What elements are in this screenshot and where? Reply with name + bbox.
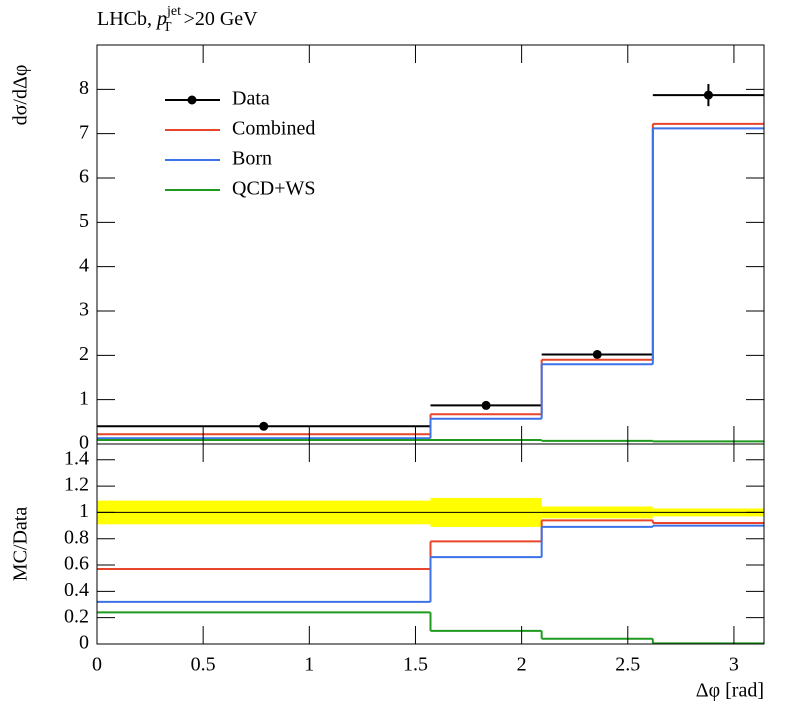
y-tick-label: 1 xyxy=(79,387,89,409)
data-point xyxy=(592,349,602,359)
y-tick-label: 0.8 xyxy=(64,526,89,548)
y-tick-label: 0.2 xyxy=(64,605,89,627)
legend-label: QCD+WS xyxy=(232,178,316,200)
x-tick-label: 0.5 xyxy=(191,654,216,676)
data-point xyxy=(481,400,491,410)
y-tick-label: 0 xyxy=(79,632,89,654)
y-tick-label: 4 xyxy=(79,254,89,276)
x-tick-label: 0 xyxy=(92,654,102,676)
frame xyxy=(96,443,765,645)
y-tick-label: 2 xyxy=(79,343,89,365)
y-tick-label: 0.4 xyxy=(64,579,89,601)
x-tick-label: 3 xyxy=(729,654,739,676)
y-tick-label: 3 xyxy=(79,299,89,321)
y-tick-label: 1.2 xyxy=(64,474,89,496)
title-part: LHCb, xyxy=(97,8,157,30)
y-tick-label: 1 xyxy=(79,500,89,522)
y-tick-label: 0.6 xyxy=(64,553,89,575)
y-tick-label: 5 xyxy=(79,210,89,232)
x-tick-label: 1 xyxy=(304,654,314,676)
legend-label: Born xyxy=(232,148,272,170)
y-tick-label: 8 xyxy=(79,77,89,99)
title-part: T xyxy=(163,20,172,35)
legend-label: Combined xyxy=(232,118,315,140)
title-part: p xyxy=(155,8,167,30)
title-part: >20 GeV xyxy=(184,8,259,30)
y-tick-label: 0 xyxy=(79,432,89,454)
y-axis-label: dσ/dΔφ xyxy=(10,65,32,126)
data-point xyxy=(259,421,269,431)
frame xyxy=(96,44,765,445)
chart-title: LHCb, pjet T >20 GeV xyxy=(97,4,258,35)
y-tick-label: 6 xyxy=(79,166,89,188)
title-part: jet xyxy=(166,4,181,19)
y-axis-label: MC/Data xyxy=(10,507,32,582)
legend-label: Data xyxy=(232,88,270,110)
y-tick-label: 1.4 xyxy=(64,447,89,469)
y-tick-label: 7 xyxy=(79,121,89,143)
x-axis-label: Δφ [rad] xyxy=(696,680,764,702)
x-tick-label: 2 xyxy=(517,654,527,676)
data-point xyxy=(703,90,713,100)
legend-marker xyxy=(187,95,197,105)
x-tick-label: 1.5 xyxy=(403,654,428,676)
x-tick-label: 2.5 xyxy=(615,654,640,676)
